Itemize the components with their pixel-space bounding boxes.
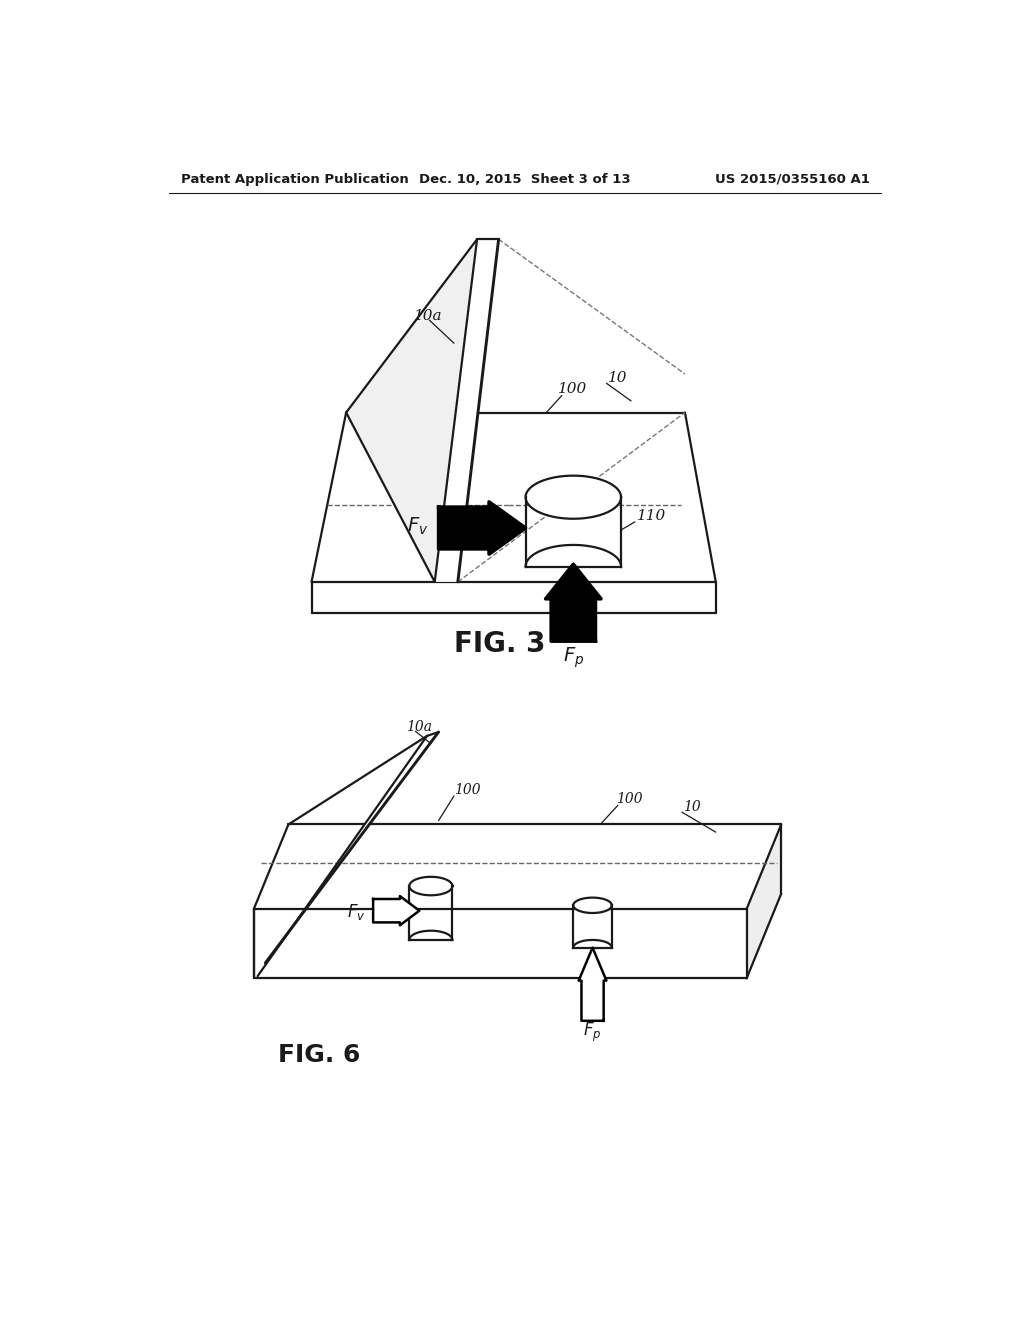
Polygon shape <box>525 475 621 519</box>
Polygon shape <box>746 825 781 978</box>
Text: $F_p$: $F_p$ <box>584 1020 602 1044</box>
Text: US 2015/0355160 A1: US 2015/0355160 A1 <box>715 173 869 186</box>
Polygon shape <box>410 876 453 895</box>
Polygon shape <box>546 564 601 642</box>
Text: 100: 100 <box>454 783 480 797</box>
Text: 10a: 10a <box>414 309 442 323</box>
Text: FIG. 6: FIG. 6 <box>279 1043 360 1068</box>
Text: $F_p$: $F_p$ <box>562 645 584 669</box>
Polygon shape <box>435 239 499 582</box>
Text: Dec. 10, 2015  Sheet 3 of 13: Dec. 10, 2015 Sheet 3 of 13 <box>419 173 631 186</box>
Text: $F_v$: $F_v$ <box>408 516 429 537</box>
Polygon shape <box>346 239 477 582</box>
Polygon shape <box>311 412 716 582</box>
Text: FIG. 3: FIG. 3 <box>455 630 546 657</box>
Text: 10: 10 <box>608 371 628 385</box>
Polygon shape <box>579 948 606 1020</box>
Text: 100: 100 <box>558 383 587 396</box>
Polygon shape <box>254 825 781 909</box>
Text: 10: 10 <box>683 800 701 813</box>
Text: 10a: 10a <box>407 719 432 734</box>
Polygon shape <box>373 896 419 925</box>
Text: Patent Application Publication: Patent Application Publication <box>180 173 409 186</box>
Text: $F_v$: $F_v$ <box>347 903 366 923</box>
Text: 110: 110 <box>637 510 667 524</box>
Polygon shape <box>573 898 611 913</box>
Polygon shape <box>438 502 525 554</box>
Text: 100: 100 <box>615 792 642 807</box>
Polygon shape <box>258 733 438 977</box>
